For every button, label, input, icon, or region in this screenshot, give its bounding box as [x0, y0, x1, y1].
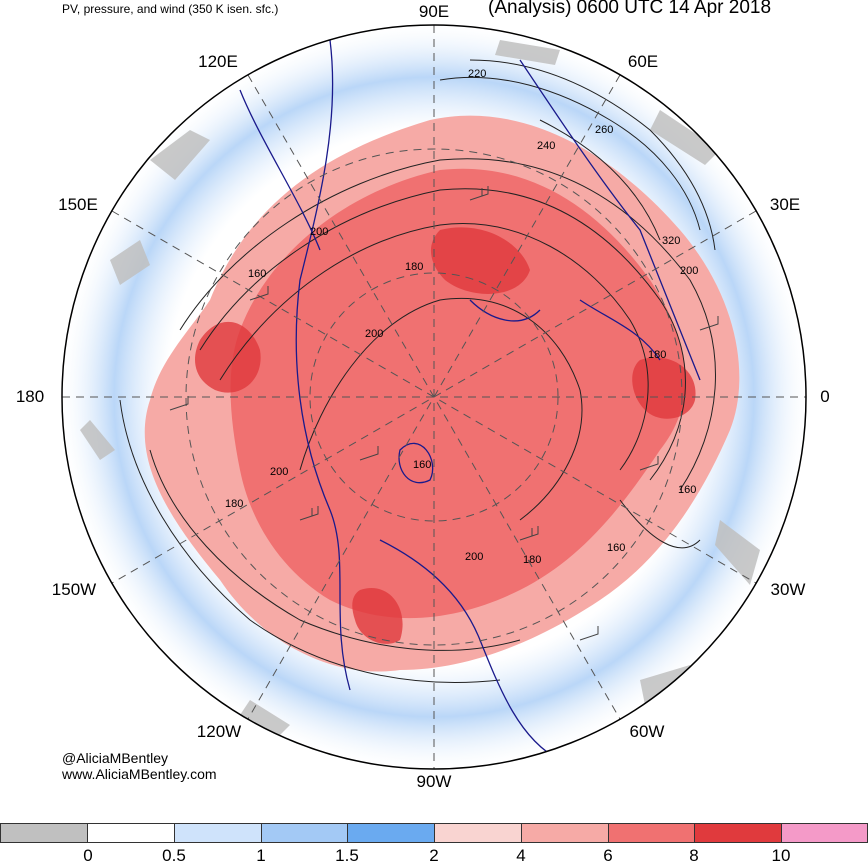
contour-label: 200: [365, 328, 383, 340]
colorbar-segment: [347, 823, 435, 843]
lon-label-30e: 30E: [769, 195, 801, 214]
colorbar-segment: [521, 823, 609, 843]
colorbar-segment: [174, 823, 262, 843]
contour-label: 240: [537, 140, 555, 152]
colorbar-segment: [87, 823, 175, 843]
colorbar-segment: [608, 823, 696, 843]
map-border: [61, 24, 807, 770]
lon-label-180: 180: [15, 387, 45, 406]
chart-title-right: (Analysis) 0600 UTC 14 Apr 2018: [488, 0, 772, 18]
graticule: [62, 25, 806, 769]
lon-label-150e: 150E: [58, 195, 98, 214]
contour-label: 320: [662, 235, 680, 247]
lon-label-60w: 60W: [629, 722, 665, 741]
colorbar-tick: 6: [603, 846, 613, 865]
chart-title-left: PV, pressure, and wind (350 K isen. sfc.…: [62, 2, 279, 16]
colorbar-segment: [261, 823, 349, 843]
wind-barbs: [169, 186, 719, 641]
colorbar-segment: [781, 823, 868, 843]
lon-label-90e: 90E: [418, 2, 450, 21]
lon-label-120w: 120W: [196, 722, 242, 741]
contour-label: 180: [405, 261, 423, 273]
contour-label: 160: [678, 484, 696, 496]
colorbar: [0, 823, 868, 845]
colorbar-tick: 1: [256, 846, 266, 865]
lon-label-60e: 60E: [627, 52, 659, 71]
credit-twitter: @AliciaMBentley: [62, 750, 169, 766]
contour-label: 160: [413, 459, 431, 471]
contour-label: 220: [468, 68, 486, 80]
contour-label: 200: [465, 551, 483, 563]
contour-label: 180: [648, 349, 666, 361]
colorbar-tick: 0: [83, 846, 93, 865]
pressure-contours: [119, 59, 716, 683]
contour-label: 180: [523, 554, 541, 566]
contour-label: 200: [680, 265, 698, 277]
lon-label-0: 0: [820, 387, 830, 406]
colorbar-tick: 4: [516, 846, 526, 865]
pv-shading-red: [230, 168, 686, 619]
colorbar-segment: [434, 823, 522, 843]
credit-website: www.AliciaMBentley.com: [62, 766, 217, 782]
colorbar-tick: 8: [689, 846, 699, 865]
lon-label-90w: 90W: [416, 772, 452, 791]
colorbar-segment: [0, 823, 88, 843]
contour-label: 200: [270, 466, 288, 478]
contour-label: 200: [310, 226, 328, 238]
colorbar-tick: 2: [429, 846, 439, 865]
colorbar-tick: 10: [771, 846, 791, 865]
contour-label: 260: [595, 124, 613, 136]
coastlines: [239, 39, 701, 761]
contour-label: 160: [607, 542, 625, 554]
lon-label-30w: 30W: [770, 580, 806, 599]
contour-label: 180: [225, 498, 243, 510]
colorbar-tick: 0.5: [162, 846, 186, 865]
colorbar-segment: [694, 823, 782, 843]
lon-label-120e: 120E: [198, 52, 238, 71]
pv-shading-grey: [80, 40, 760, 740]
pv-polar-map: 220 260 240 320 200 180 200 200 160 180 …: [61, 24, 807, 770]
colorbar-tick: 1.5: [335, 846, 359, 865]
contour-label: 160: [248, 268, 266, 280]
lon-label-150w: 150W: [51, 580, 97, 599]
contour-label-group: 220 260 240 320 200 180 200 200 160 180 …: [225, 68, 698, 566]
